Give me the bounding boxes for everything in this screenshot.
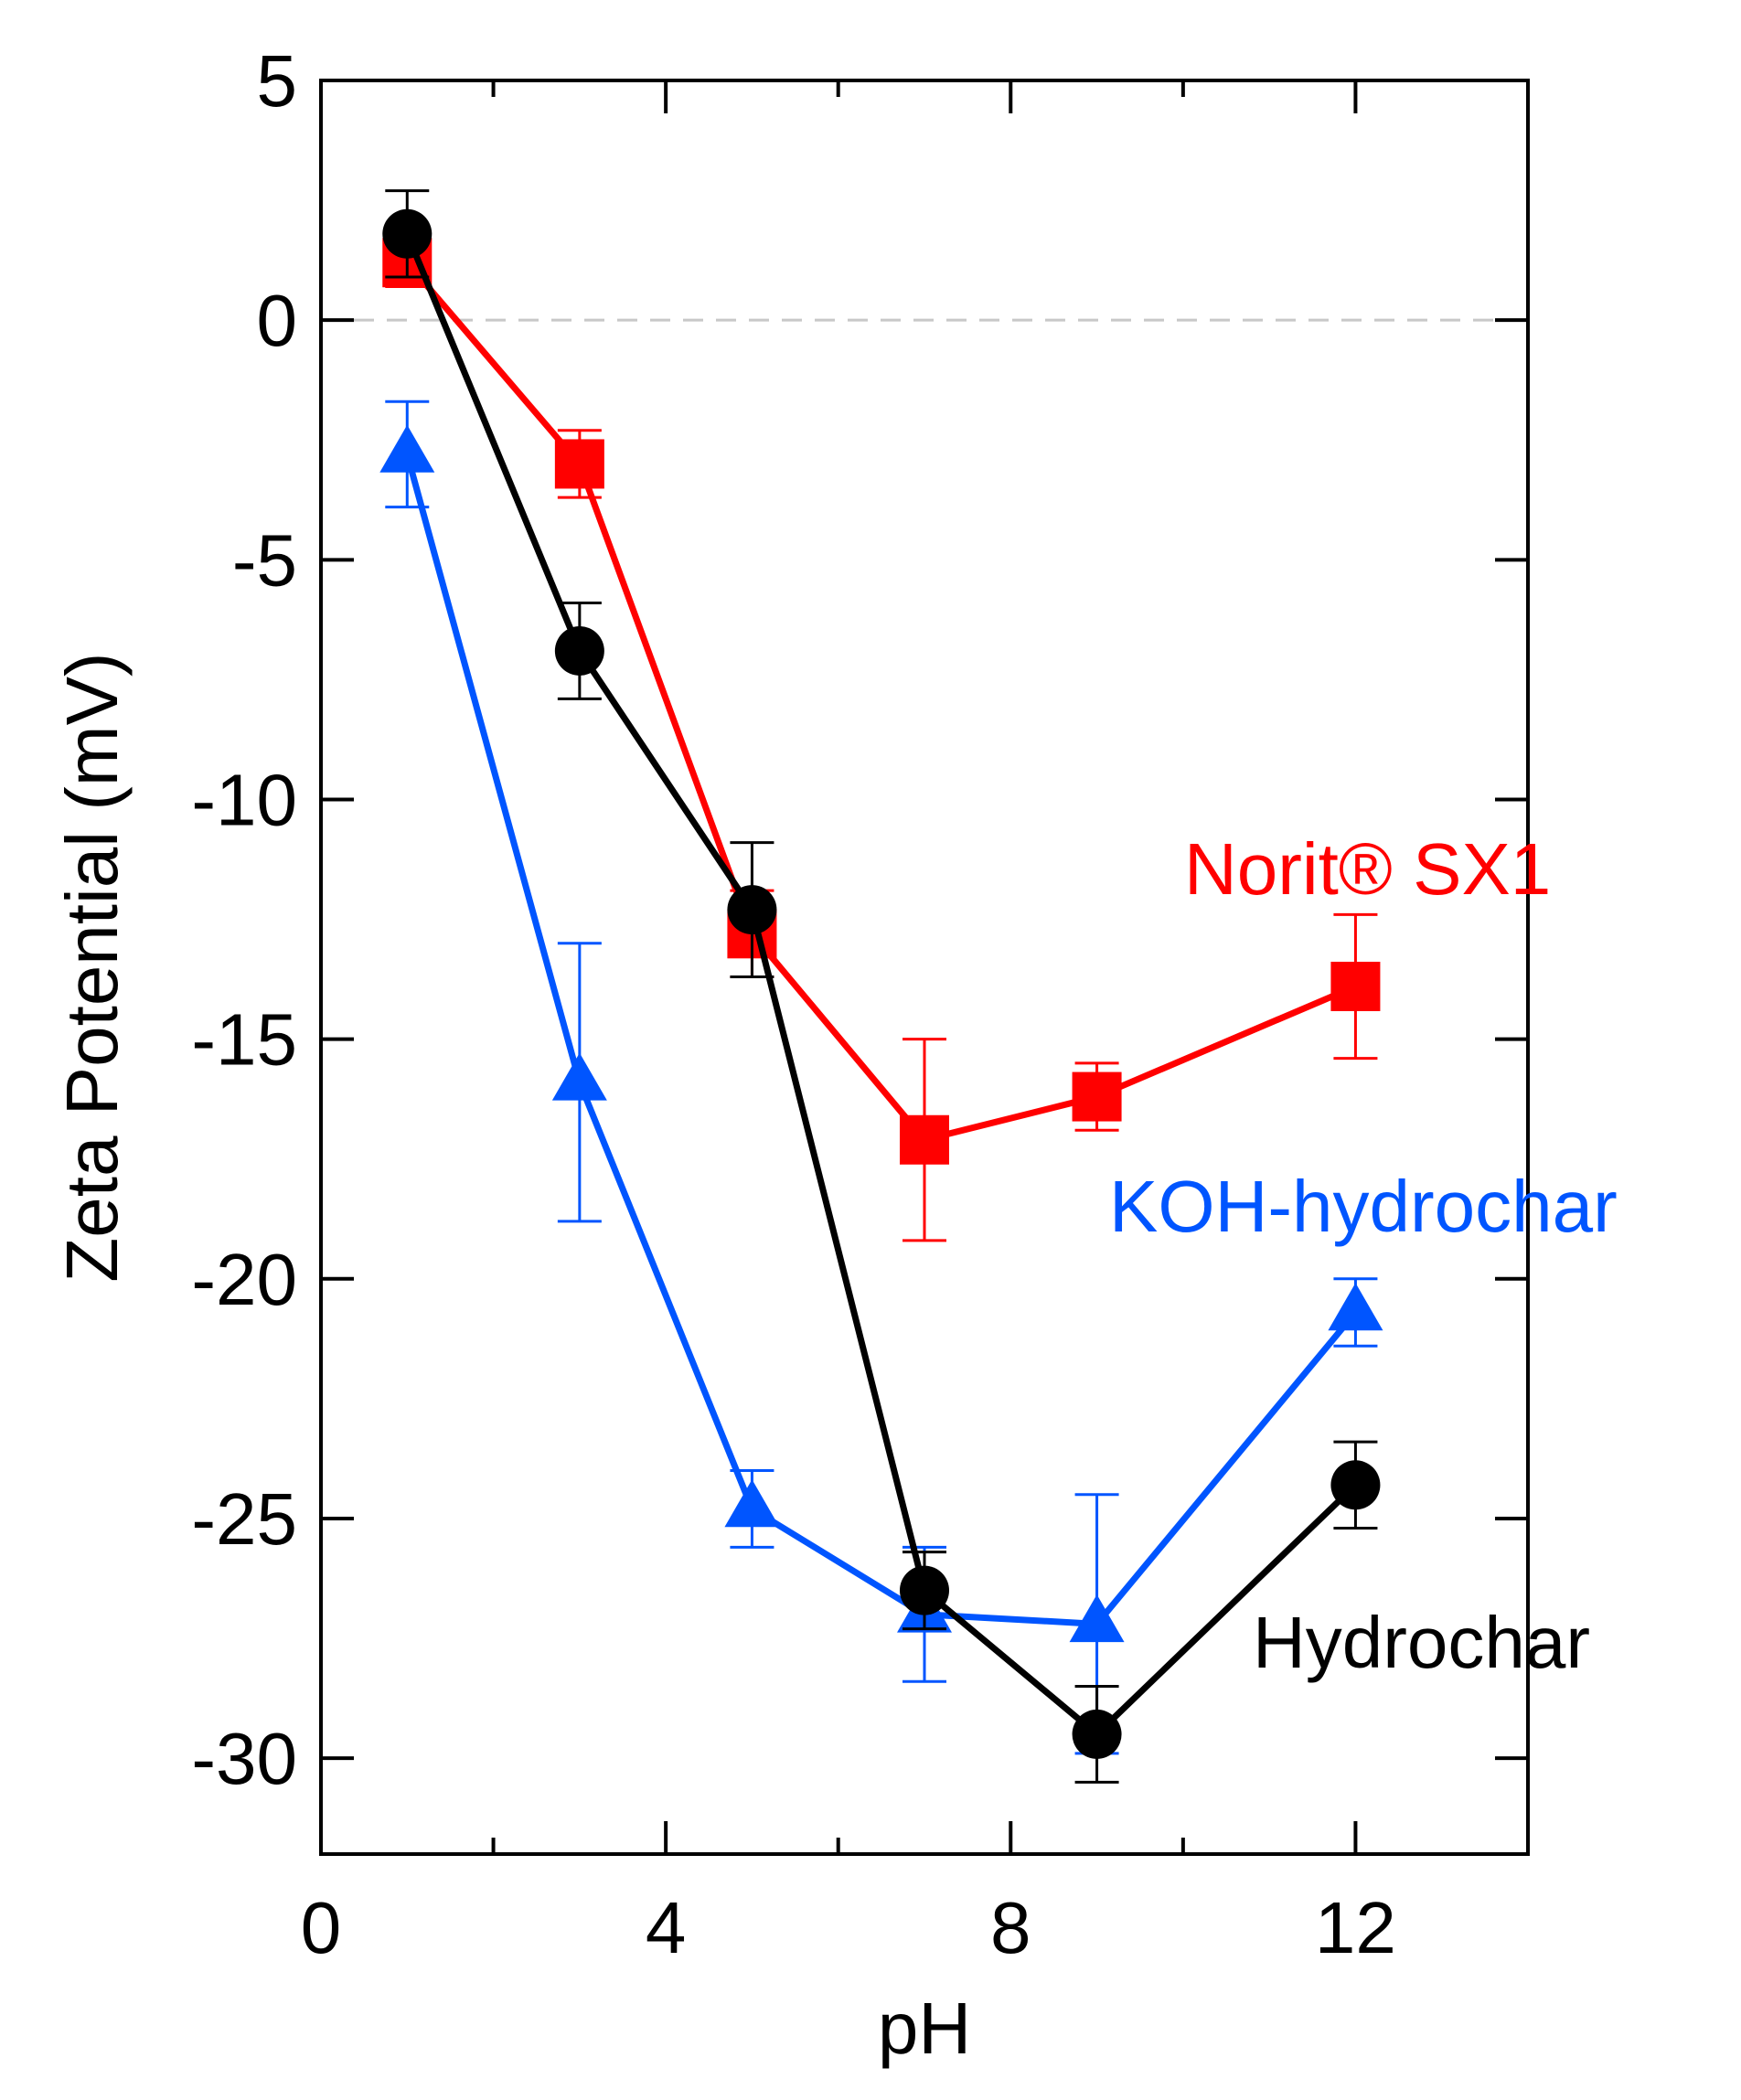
data-point-triangle [551,1052,607,1101]
data-point-square [554,439,604,489]
data-point-circle [1330,1460,1381,1510]
axis-tick-labels: 0 4 8 12 5 0 -5 -10 -15 -20 -25 -30 [191,40,1396,1968]
data-point-triangle [1328,1283,1383,1331]
data-point-triangle [1069,1594,1125,1643]
series-square [382,237,1381,1242]
series-line [404,232,1358,1738]
data-point-square [1072,1071,1122,1122]
y-tick-label: -20 [191,1239,297,1320]
y-tick-label: -25 [191,1478,297,1560]
y-tick-label: -15 [191,999,297,1081]
y-tick-label: -30 [191,1718,297,1799]
data-point-circle [554,625,604,676]
data-point-circle [900,1565,949,1615]
series-circle [382,189,1381,1784]
series-line [404,260,1357,1144]
series-triangle [379,400,1383,1755]
x-tick-label: 12 [1315,1887,1396,1968]
data-point-circle [382,208,433,259]
series-line [403,453,1359,1627]
y-axis-label: Zeta Potential (mV) [51,652,133,1282]
series-layer [379,189,1383,1784]
data-point-triangle [724,1479,780,1528]
x-axis-label: pH [878,1988,971,2069]
series-label-norit: Norit® SX1 [1184,828,1551,910]
data-point-square [1330,961,1381,1011]
data-point-circle [727,885,777,935]
y-tick-label: 5 [257,40,298,122]
data-point-circle [1072,1709,1122,1759]
x-tick-label: 8 [990,1887,1031,1968]
series-label-koh-hydrochar: KOH-hydrochar [1109,1166,1618,1247]
axis-ticks [321,79,1528,1854]
y-tick-label: 0 [257,280,298,361]
y-tick-label: -5 [232,519,297,601]
plot-frame [319,79,1530,1856]
data-point-triangle [379,424,435,473]
x-tick-label: 0 [301,1887,342,1968]
series-label-hydrochar: Hydrochar [1253,1602,1590,1683]
data-point-square [900,1114,949,1165]
x-tick-label: 4 [646,1887,687,1968]
y-tick-label: -10 [191,759,297,840]
